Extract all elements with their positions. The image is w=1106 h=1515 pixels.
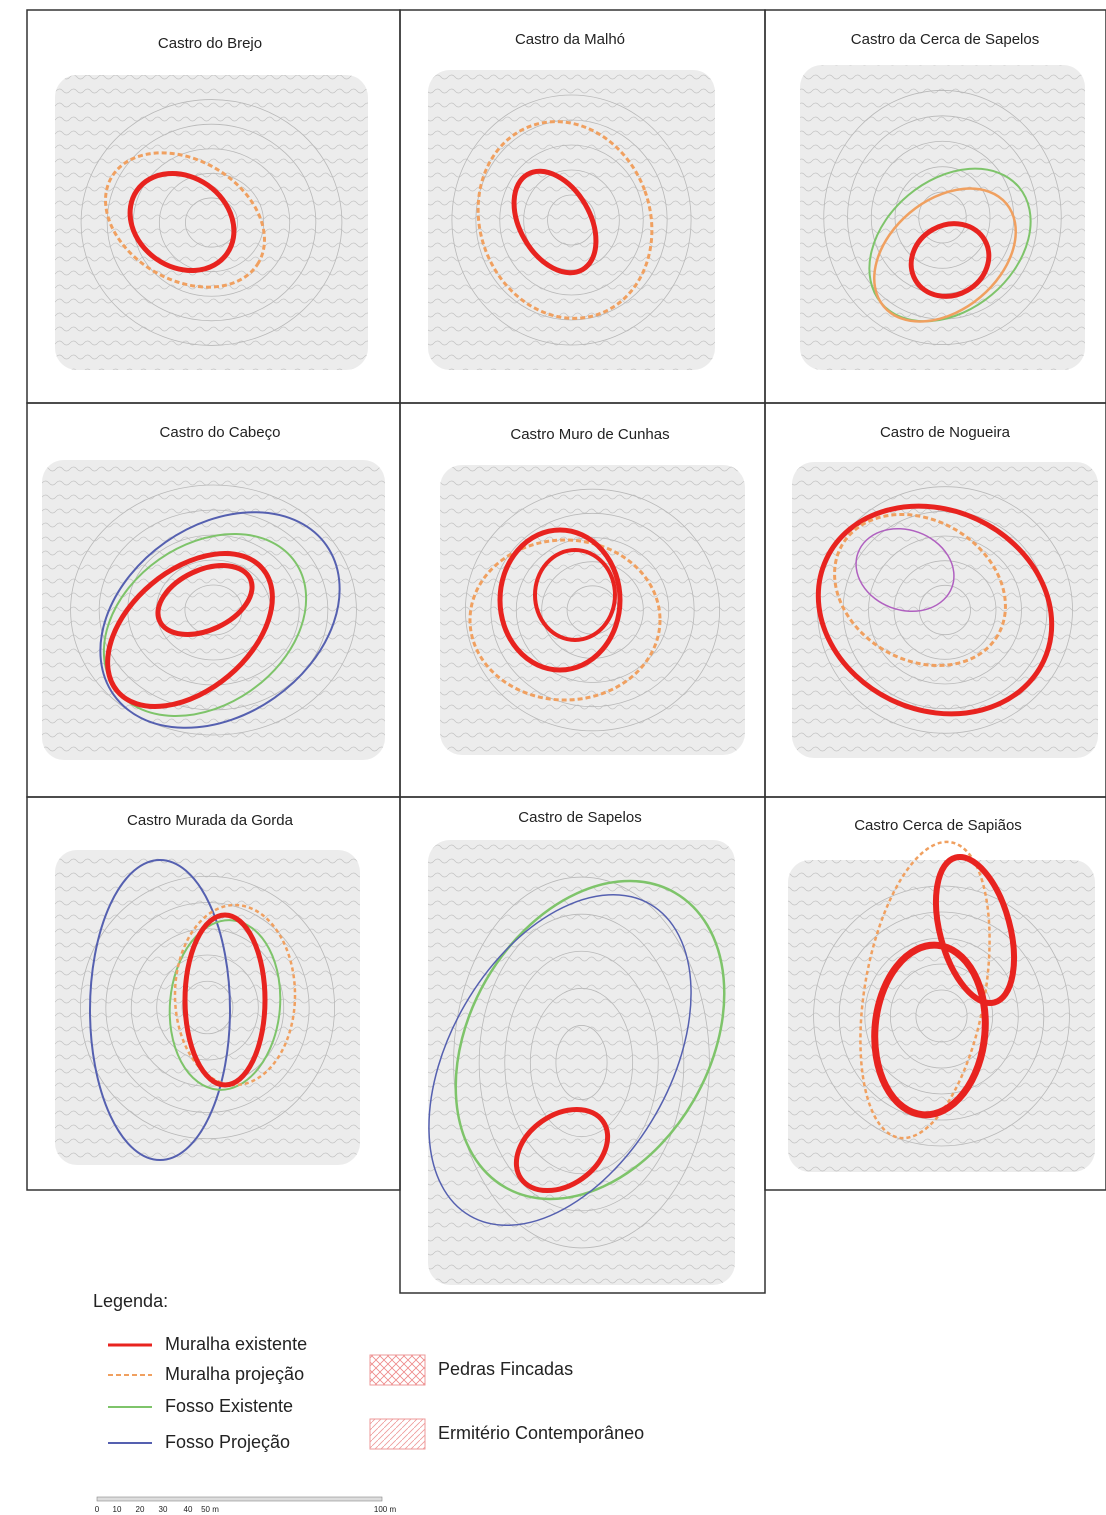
panel-title: Castro da Malhó	[515, 31, 625, 48]
legend-label: Muralha existente	[165, 1334, 307, 1354]
legend-swatch	[370, 1355, 425, 1385]
scale-label: 30	[159, 1505, 168, 1514]
panel-title: Castro Cerca de Sapiãos	[854, 817, 1022, 834]
legend-label: Ermitério Contemporâneo	[438, 1423, 644, 1443]
legend-title: Legenda:	[93, 1291, 168, 1311]
scale-label: 10	[113, 1505, 122, 1514]
relief-map	[42, 460, 385, 760]
relief-map	[800, 65, 1085, 370]
scale-label: 100 m	[374, 1505, 397, 1514]
figure: Legenda: Castro do Brejo Castro da Malhó C…	[0, 0, 1106, 1515]
scale-label: 0	[95, 1505, 100, 1514]
legend-label: Fosso Existente	[165, 1396, 293, 1416]
legend-label: Muralha projeção	[165, 1364, 304, 1384]
panel-title: Castro de Nogueira	[880, 424, 1011, 441]
relief-map	[428, 70, 715, 370]
panel-title: Castro de Sapelos	[518, 809, 641, 826]
scale-label: 40	[184, 1505, 193, 1514]
legend-label: Fosso Projeção	[165, 1432, 290, 1452]
legend-label: Pedras Fincadas	[438, 1359, 573, 1379]
legend-swatch	[370, 1419, 425, 1449]
scale-label: 20	[136, 1505, 145, 1514]
relief-map	[788, 860, 1095, 1172]
panel-title: Castro do Brejo	[158, 35, 262, 52]
panel-title: Castro Murada da Gorda	[127, 812, 294, 829]
panel-title: Castro da Cerca de Sapelos	[851, 31, 1039, 48]
relief-map	[55, 75, 368, 370]
relief-map	[55, 850, 360, 1165]
relief-map	[440, 465, 745, 755]
scale-bar	[97, 1497, 382, 1501]
panel-title: Castro do Cabeço	[160, 424, 281, 441]
scale-label: 50 m	[201, 1505, 219, 1514]
panel-title: Castro Muro de Cunhas	[510, 426, 669, 443]
